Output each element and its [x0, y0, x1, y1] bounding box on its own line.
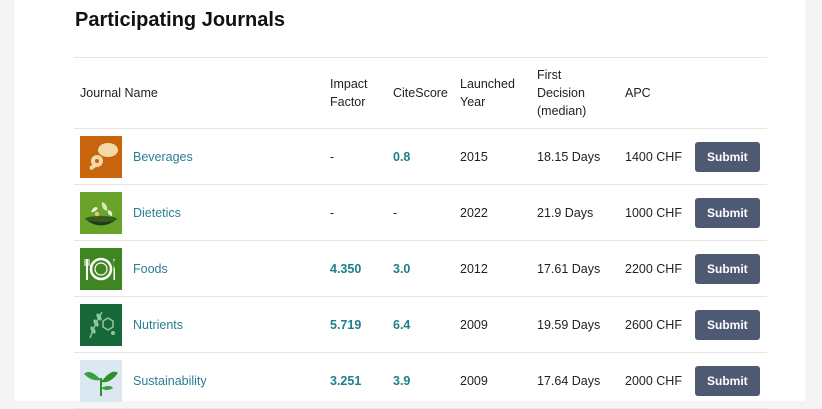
- impact-factor-value: -: [324, 184, 387, 241]
- table-row: Nutrients 5.719 6.4 2009 19.59 Days 2600…: [74, 296, 767, 353]
- submit-button-beverages[interactable]: Submit: [695, 141, 760, 172]
- table-row: Foods 4.350 3.0 2012 17.61 Days 2200 CHF…: [74, 240, 767, 297]
- journal-link-sustainability[interactable]: Sustainability: [133, 373, 207, 388]
- header-impact-line1: Impact: [330, 77, 368, 91]
- citescore-value[interactable]: 0.8: [387, 128, 454, 185]
- header-first-decision: First Decision (median): [531, 57, 619, 129]
- table-row: Beverages - 0.8 2015 18.15 Days 1400 CHF…: [74, 128, 767, 185]
- launched-year-value: 2012: [454, 240, 531, 297]
- citescore-value[interactable]: 3.9: [387, 352, 454, 409]
- header-apc: APC: [619, 57, 689, 129]
- header-action: [689, 57, 767, 129]
- submit-button-foods[interactable]: Submit: [695, 253, 760, 284]
- header-decision-line2: Decision: [537, 86, 585, 100]
- table-row: Dietetics - - 2022 21.9 Days 1000 CHF Su…: [74, 184, 767, 241]
- apc-value: 1400 CHF: [619, 128, 689, 185]
- table-header-row: Journal Name Impact Factor CiteScore Lau…: [74, 57, 767, 129]
- first-decision-value: 17.64 Days: [531, 352, 619, 409]
- journal-link-dietetics[interactable]: Dietetics: [133, 205, 181, 220]
- citescore-value[interactable]: 6.4: [387, 296, 454, 353]
- apc-value: 2000 CHF: [619, 352, 689, 409]
- plate-cutlery-icon[interactable]: [80, 247, 122, 290]
- header-impact-factor: Impact Factor: [324, 57, 387, 129]
- impact-factor-value[interactable]: 3.251: [324, 352, 387, 409]
- bread-icon[interactable]: [80, 135, 122, 178]
- impact-factor-value: -: [324, 128, 387, 185]
- launched-year-value: 2009: [454, 296, 531, 353]
- citescore-value[interactable]: 3.0: [387, 240, 454, 297]
- header-journal-name: Journal Name: [74, 57, 324, 129]
- header-launched-line2: Year: [460, 95, 486, 109]
- citescore-value: -: [387, 184, 454, 241]
- submit-button-sustainability[interactable]: Submit: [695, 365, 760, 396]
- wheat-molecule-icon[interactable]: [80, 303, 122, 346]
- header-decision-line3: (median): [537, 104, 587, 118]
- first-decision-value: 19.59 Days: [531, 296, 619, 353]
- header-citescore: CiteScore: [387, 57, 454, 129]
- page-panel: Participating Journals Journal Name Impa…: [15, 0, 805, 409]
- header-impact-line2: Factor: [330, 95, 366, 109]
- apc-value: 2200 CHF: [619, 240, 689, 297]
- first-decision-value: 18.15 Days: [531, 128, 619, 185]
- sprout-icon[interactable]: [80, 359, 122, 402]
- journal-link-beverages[interactable]: Beverages: [133, 149, 193, 164]
- journal-link-foods[interactable]: Foods: [133, 261, 168, 276]
- first-decision-value: 17.61 Days: [531, 240, 619, 297]
- launched-year-value: 2015: [454, 128, 531, 185]
- apc-value: 1000 CHF: [619, 184, 689, 241]
- header-launched-year: Launched Year: [454, 57, 531, 129]
- journals-table: Journal Name Impact Factor CiteScore Lau…: [74, 57, 767, 409]
- first-decision-value: 21.9 Days: [531, 184, 619, 241]
- food-bowl-icon[interactable]: [80, 191, 122, 234]
- header-decision-line1: First: [537, 68, 562, 82]
- launched-year-value: 2009: [454, 352, 531, 409]
- journal-link-nutrients[interactable]: Nutrients: [133, 317, 184, 332]
- page-title: Participating Journals: [75, 9, 286, 31]
- impact-factor-value[interactable]: 4.350: [324, 240, 387, 297]
- table-row: Sustainability 3.251 3.9 2009 17.64 Days…: [74, 352, 767, 409]
- header-launched-line1: Launched: [460, 77, 515, 91]
- impact-factor-value[interactable]: 5.719: [324, 296, 387, 353]
- submit-button-nutrients[interactable]: Submit: [695, 309, 760, 340]
- apc-value: 2600 CHF: [619, 296, 689, 353]
- submit-button-dietetics[interactable]: Submit: [695, 197, 760, 228]
- launched-year-value: 2022: [454, 184, 531, 241]
